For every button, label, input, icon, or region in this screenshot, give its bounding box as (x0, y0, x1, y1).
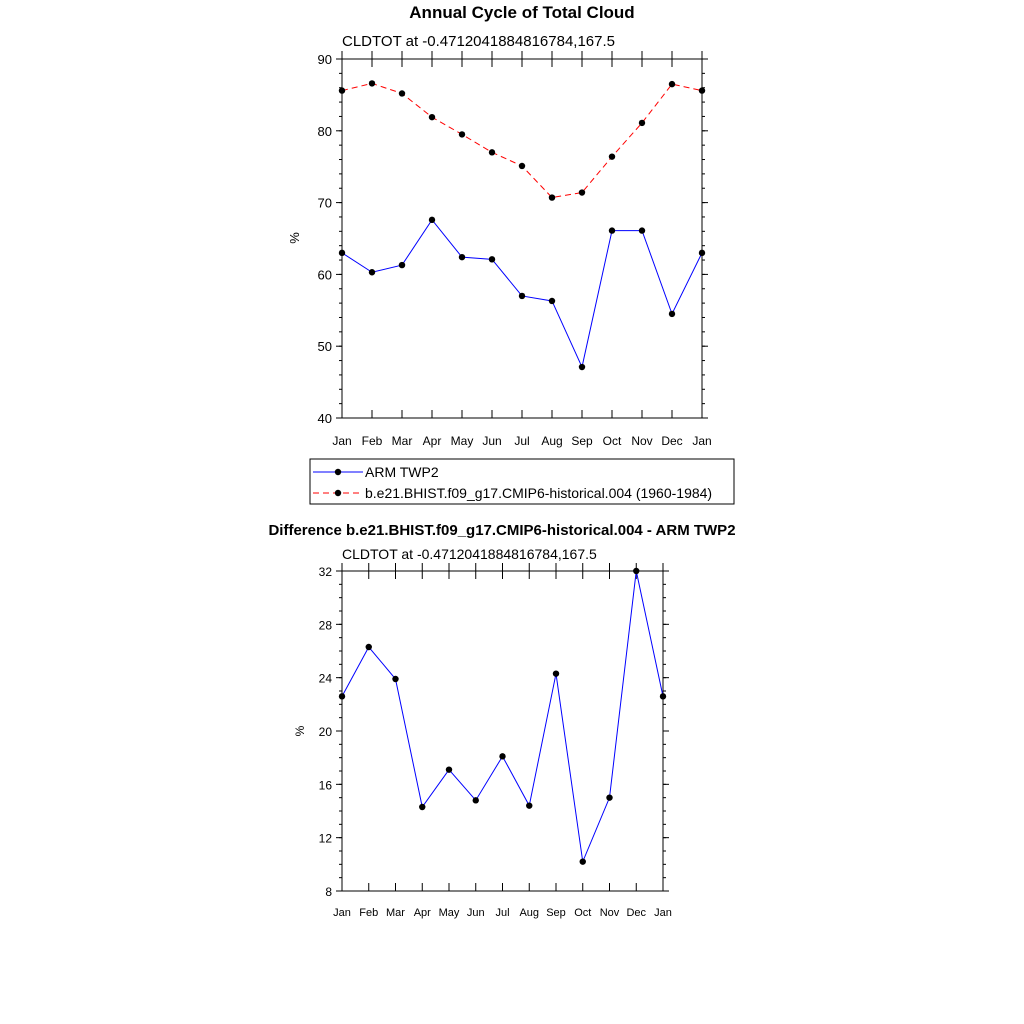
legend-label-arm: ARM TWP2 (365, 464, 439, 480)
chart1-series-1-point (368, 80, 376, 87)
chart1-series-0-point (638, 227, 646, 234)
chart1-xtick-label: Dec (661, 434, 682, 448)
chart1-xtick-label: Sep (571, 434, 593, 448)
chart1-ytick-label: 70 (318, 196, 332, 211)
chart1-xtick-label: Oct (603, 434, 622, 448)
chart2-ytick-label: 32 (319, 565, 333, 579)
chart2-subtitle: CLDTOT at -0.4712041884816784,167.5 (342, 546, 597, 562)
chart2-xtick-label: Nov (600, 907, 620, 919)
chart2-plot-area: Jan Feb Mar Apr May Jun Jul Aug Sep Oct Nov Dec Jan8… (319, 563, 672, 919)
chart2-ytick-label: 16 (319, 778, 333, 792)
chart2-series-0-point (579, 858, 586, 865)
chart1-xtick-label: Mar (392, 434, 413, 448)
chart2-ytick-label: 12 (319, 832, 333, 846)
chart2-title: Difference b.e21.BHIST.f09_g17.CMIP6-his… (268, 522, 735, 539)
chart2-ytick-label: 24 (319, 672, 333, 686)
chart1-xtick-label: Feb (362, 434, 383, 448)
chart2-xtick-label: May (439, 907, 460, 919)
chart2-series-0-point (526, 802, 533, 809)
chart1-xtick-label: May (451, 434, 474, 448)
chart1-series-1-point (488, 149, 496, 156)
chart2-series-0-point (552, 670, 560, 677)
chart2-series-0-point (419, 803, 426, 811)
chart2-xtick-label: Feb (359, 907, 378, 919)
chart1-series-0-point (428, 216, 436, 224)
chart1-series-1-point (398, 90, 406, 97)
chart1-series-0-point (578, 363, 586, 371)
chart1-xtick-label: Jan (692, 434, 711, 448)
chart2-xtick-label: Dec (626, 907, 646, 919)
chart2-series-0-point (472, 797, 479, 804)
chart1-xtick-label: Jun (482, 434, 501, 448)
chart1-series-1-point (518, 162, 526, 170)
chart2-xtick-label: Mar (386, 907, 405, 919)
chart1-series-1-point (548, 194, 556, 201)
chart2-series-0-point (365, 643, 372, 651)
chart1-series-1-point (428, 113, 436, 121)
chart2-series-0-point (392, 675, 399, 683)
chart2-frame (341, 570, 664, 892)
chart2-series-0-point (659, 693, 667, 700)
chart1-xtick-label: Apr (423, 434, 442, 448)
chart1-series-1-point (608, 153, 616, 160)
chart1-series-0-point (668, 310, 676, 318)
chart1-series-1-point (668, 80, 676, 88)
chart1-series-1-point (578, 189, 586, 196)
legend-label-model: b.e21.BHIST.f09_g17.CMIP6-historical.004… (365, 485, 712, 501)
chart2-ylabel: % (293, 725, 307, 736)
chart1-series-0-point (488, 256, 496, 263)
chart1-ytick-label: 80 (318, 124, 332, 139)
chart2-xtick-label: Jun (467, 907, 485, 919)
chart2-xtick-label: Sep (546, 907, 566, 919)
chart2-xtick-label: Jan (333, 907, 351, 919)
chart2-ytick-label: 20 (319, 725, 333, 739)
chart1-series-0-point (338, 249, 346, 257)
chart1-title: Annual Cycle of Total Cloud (409, 3, 634, 22)
chart2-xtick-label: Oct (574, 907, 591, 919)
chart1-xtick-label: Nov (631, 434, 652, 448)
legend-marker-model (334, 489, 342, 497)
chart1-series-1-point (638, 119, 646, 127)
chart1-xtick-label: Aug (541, 434, 562, 448)
chart2-xtick-label: Jul (495, 907, 509, 919)
chart1-legend: ARM TWP2 b.e21.BHIST.f09_g17.CMIP6-histo… (309, 458, 735, 505)
chart1-frame (341, 58, 703, 419)
chart1-series-1-line (341, 82, 703, 199)
chart2-xtick-label: Jan (654, 907, 672, 919)
chart2-xtick-label: Apr (414, 907, 431, 919)
chart1-series-0-point (458, 253, 466, 261)
chart1-series-1-point (338, 87, 346, 94)
chart1-series-0-point (368, 269, 376, 276)
chart2-series-0-point (499, 753, 506, 760)
chart1-xtick-label: Jul (514, 434, 529, 448)
chart2-series-0-point (633, 567, 640, 575)
chart1-series-0-point (398, 261, 406, 269)
chart2-series-0-point (338, 693, 346, 700)
chart1-plot-area: Jan Feb Mar Apr May Jun Jul Aug Sep Oct Nov Dec Jan4… (318, 51, 712, 448)
chart1-series-0-point (548, 297, 556, 305)
chart2-series-0-line (341, 570, 664, 864)
chart1-ytick-label: 40 (318, 411, 332, 426)
chart2-ytick-label: 8 (325, 885, 332, 899)
chart1-series-1-point (698, 87, 706, 94)
chart1-ytick-label: 60 (318, 267, 332, 282)
chart1-series-1-point (458, 131, 466, 138)
chart2-series-0-point (445, 766, 453, 773)
chart1-series-0-point (698, 249, 706, 257)
chart1-ytick-label: 50 (318, 339, 332, 354)
chart1-xtick-label: Jan (332, 434, 351, 448)
chart1-subtitle: CLDTOT at -0.4712041884816784,167.5 (342, 33, 615, 50)
chart1-series-0-point (608, 227, 616, 234)
legend-box (309, 458, 735, 505)
chart1-series-0-point (518, 292, 526, 300)
chart2-ytick-label: 28 (319, 618, 333, 632)
chart1-ylabel: % (287, 232, 302, 244)
chart2-series-0-point (606, 794, 613, 801)
chart1-ytick-label: 90 (318, 52, 332, 67)
legend-marker-arm (334, 468, 342, 476)
chart2-xtick-label: Aug (519, 907, 539, 919)
